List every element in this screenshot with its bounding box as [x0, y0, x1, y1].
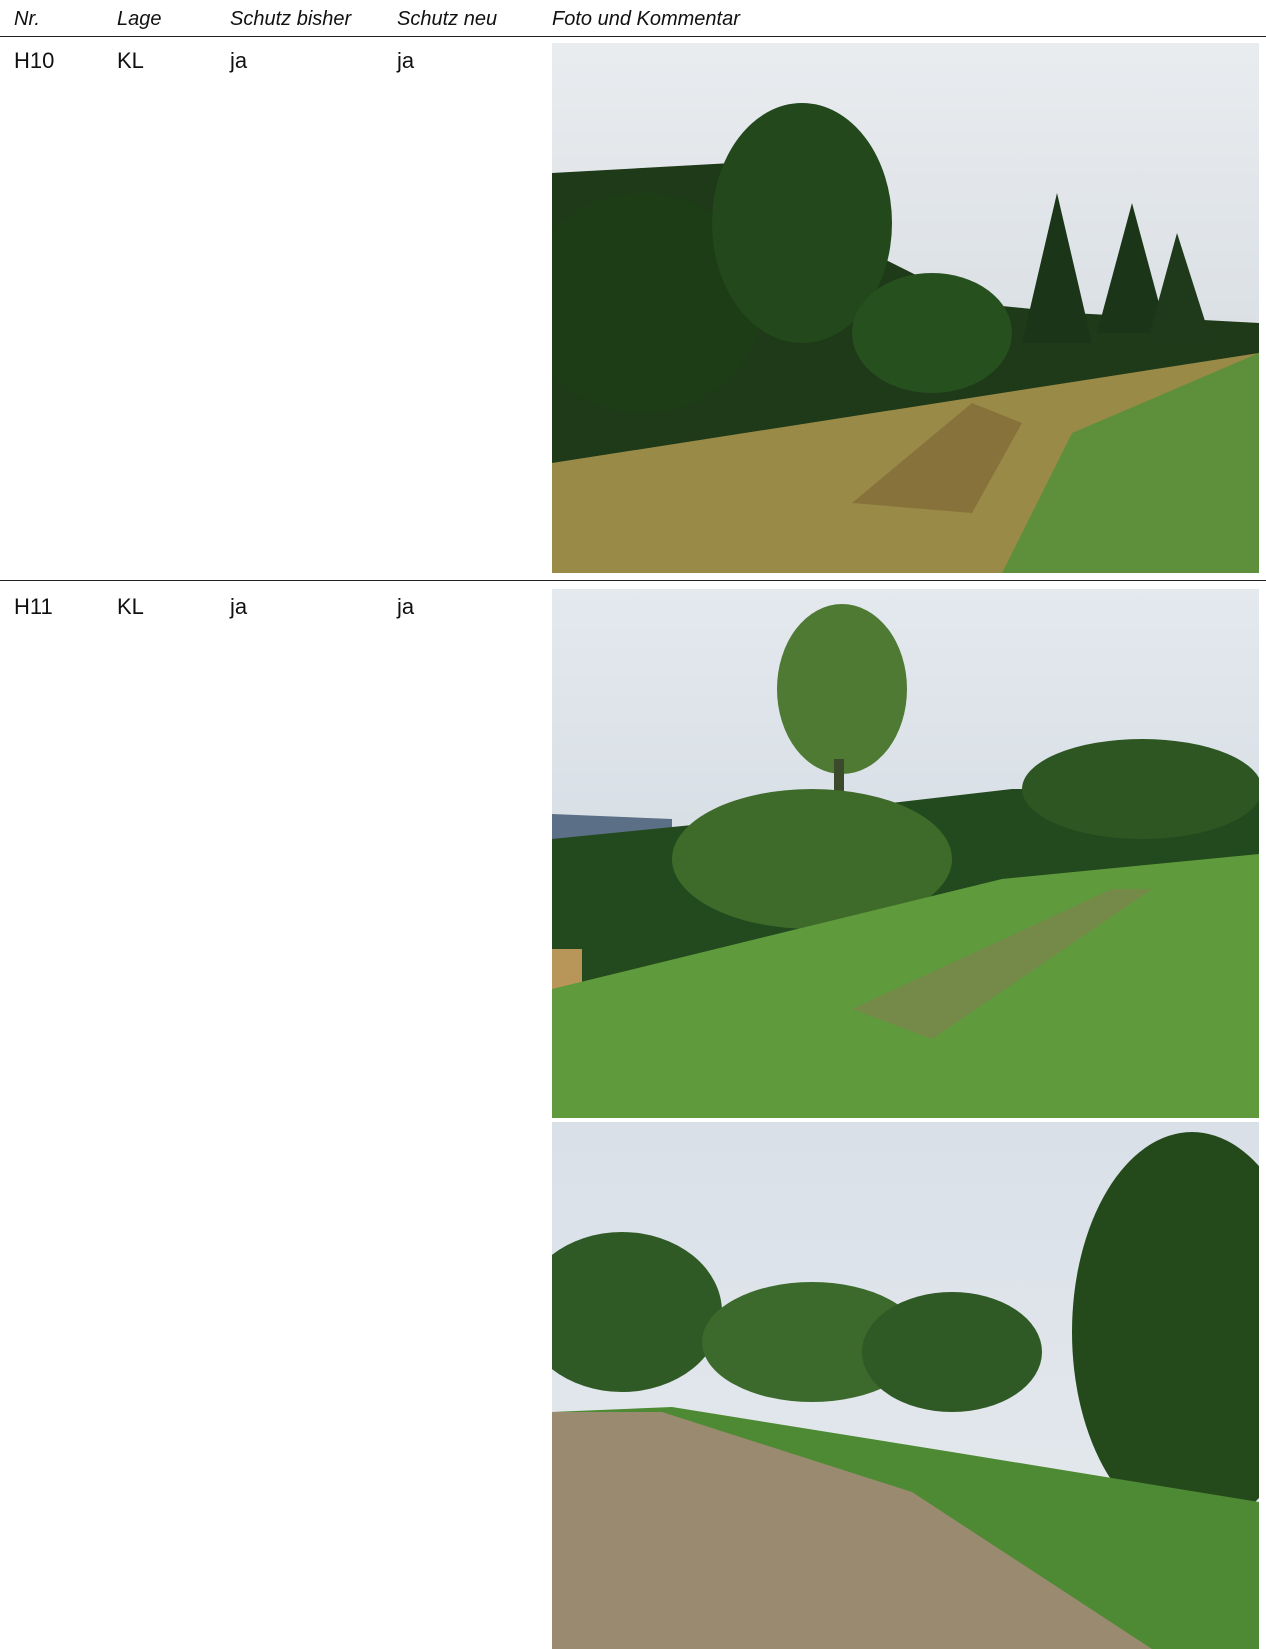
cell: H11	[14, 594, 53, 619]
photo	[552, 1122, 1259, 1649]
header-rule	[0, 36, 1266, 37]
cell: ja	[230, 48, 248, 73]
photo	[552, 589, 1259, 1118]
cell: ja	[397, 594, 415, 619]
header-cell: Schutz bisher	[230, 8, 352, 30]
cell: KL	[117, 48, 144, 73]
header-cell: Foto und Kommentar	[552, 8, 740, 30]
cell: ja	[397, 48, 415, 73]
header-cell: Lage	[117, 8, 162, 30]
row-rule	[0, 580, 1266, 581]
header-cell: Schutz neu	[397, 8, 498, 30]
photo	[552, 43, 1259, 573]
cell: KL	[117, 594, 144, 619]
cell: ja	[230, 594, 248, 619]
cell: H10	[14, 48, 55, 73]
header-cell: Nr.	[14, 8, 40, 30]
